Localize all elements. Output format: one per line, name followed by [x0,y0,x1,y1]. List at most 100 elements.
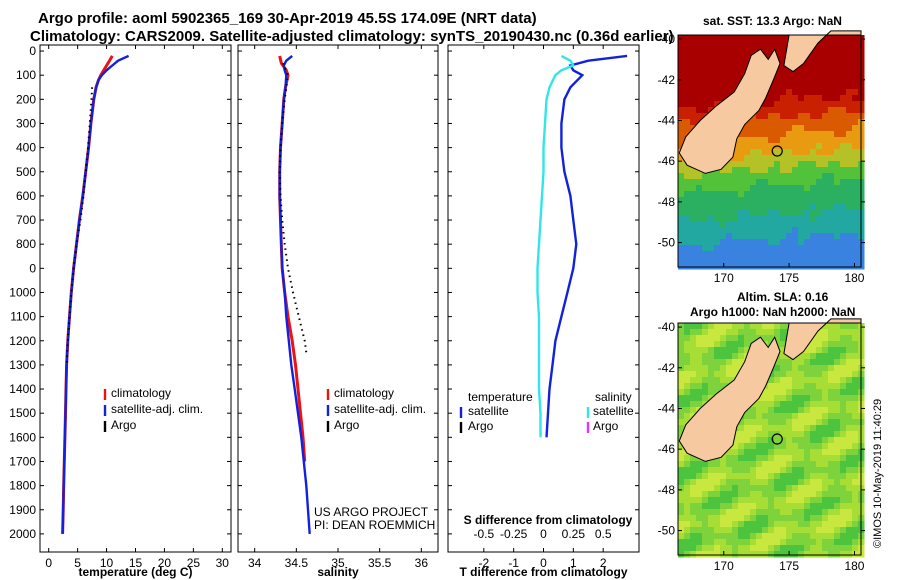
sst-map-cell [702,179,709,186]
sla-map-cell [846,461,853,468]
sla-map-cell [834,389,841,396]
sst-map-cell [708,233,715,240]
sla-map-cell [834,359,841,366]
depth-tick-label: 800 [16,237,36,251]
sla-map-cell [792,365,799,372]
sla-map-cell [744,509,751,516]
sla-map-cell [732,347,739,354]
sla-map-cell [702,329,709,336]
diff-legend-label-temperature: satellite [468,404,509,418]
sla-map-south-island [678,336,781,462]
sst-map-cell [750,203,757,210]
sla-map-cell [816,383,823,390]
sla-map-cell [732,485,739,492]
sla-map-cell [744,551,751,558]
sla-map-cell [702,353,709,360]
sla-map-cell [684,353,691,360]
sst-map-cell [762,227,769,234]
sst-map-cell [750,131,757,138]
sla-map-cell [696,323,703,330]
sla-map-cell [834,383,841,390]
sst-map-cell [708,239,715,246]
sst-map-cell [696,65,703,72]
sst-map-cell [774,179,781,186]
sla-map-cell [816,479,823,486]
sst-map-cell [690,197,697,204]
sst-map-cell [720,185,727,192]
project-annotation: US ARGO PROJECT [314,505,429,519]
sst-map-cell [678,257,685,264]
sst-map-cell [828,71,835,78]
sst-map-cell [846,107,853,114]
sst-map-cell [828,149,835,156]
sla-map-cell [792,527,799,534]
sst-map-cell [810,155,817,162]
sla-map-cell [828,425,835,432]
sst-map-cell [690,263,697,270]
sst-map-cell [732,149,739,156]
sla-map-cell [702,359,709,366]
sla-map-cell [840,509,847,516]
sst-map-cell [804,209,811,216]
sla-map-cell [762,515,769,522]
sst-map-cell [786,227,793,234]
sla-map-cell [762,479,769,486]
sst-map-cell [780,149,787,156]
sst-map-cell [828,143,835,150]
sla-map-cell [714,341,721,348]
sst-map-cell [810,227,817,234]
sst-map-cell [726,221,733,228]
sla-map-cell [768,479,775,486]
sst-map-cell [780,77,787,84]
sst-map-cell [792,131,799,138]
sla-map-cell [840,413,847,420]
sla-map-cell [774,467,781,474]
sst-map-cell [690,83,697,90]
sla-map-cell [840,497,847,504]
sst-map-cell [804,191,811,198]
sla-map-cell [720,371,727,378]
sla-map-cell [816,431,823,438]
sla-map-cell [702,461,709,468]
sla-map-cell [810,527,817,534]
sst-map-cell [720,89,727,96]
sla-map-cell [822,449,829,456]
sst-map-cell [708,41,715,48]
sla-map-cell [756,545,763,552]
sst-map-cell [822,101,829,108]
sla-map-cell [792,389,799,396]
sla-map-cell [822,407,829,414]
sst-map-cell [762,143,769,150]
sla-map-cell [798,539,805,546]
sla-map-cell [762,491,769,498]
sst-map-cell [798,71,805,78]
sst-map-cell [690,53,697,60]
sla-map-cell [750,521,757,528]
sla-map-cell [786,527,793,534]
sla-map-cell [846,371,853,378]
sst-map-cell [816,179,823,186]
sst-map-cell [828,59,835,66]
sla-map-cell [684,389,691,396]
sst-map-cell [678,215,685,222]
sst-map-cell [726,239,733,246]
sla-map-cell [738,545,745,552]
sst-map-cell [792,251,799,258]
sla-map-cell [804,467,811,474]
sla-map-cell [792,515,799,522]
sla-map-cell [840,545,847,552]
sla-map-cell [804,443,811,450]
sla-map-cell [726,509,733,516]
sst-map-cell [840,155,847,162]
sla-map-cell [822,383,829,390]
sst-map-cell [678,203,685,210]
sla-map-cell [720,473,727,480]
sst-map-cell [834,263,841,270]
sla-map-cell [822,485,829,492]
sla-map-cell [852,455,859,462]
sla-map-cell [720,359,727,366]
sst-map-cell [834,167,841,174]
sla-map-cell [834,539,841,546]
sla-map-cell [846,503,853,510]
sla-map-ytick-label: -42 [658,361,676,375]
